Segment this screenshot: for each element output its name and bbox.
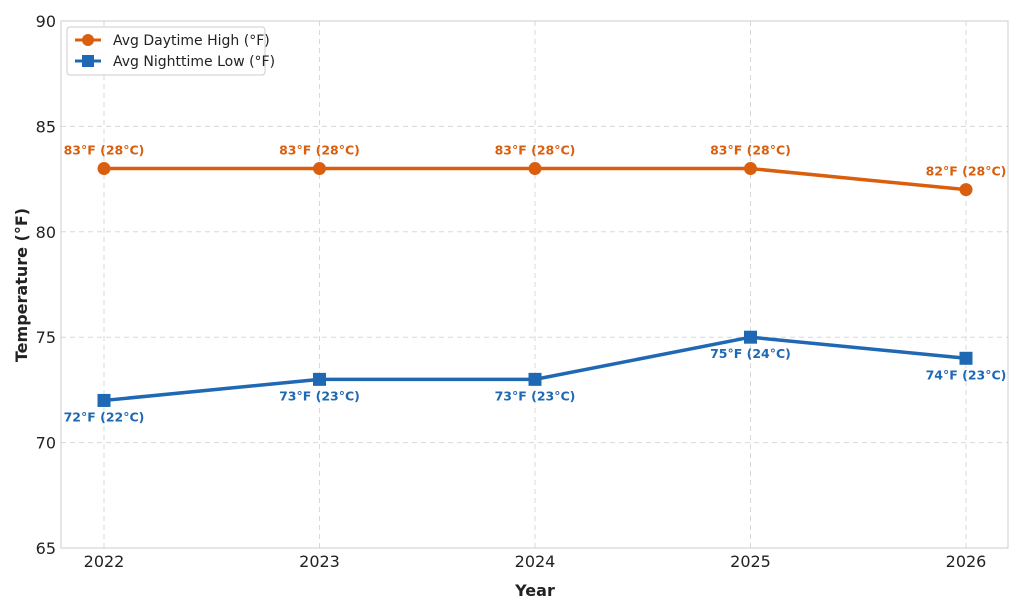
y-tick-label: 85: [36, 117, 56, 136]
data-point-daytime-high: [744, 162, 757, 176]
grid: [61, 21, 1008, 548]
data-labels: 83°F (28°C) 83°F (28°C) 83°F (28°C) 83°F (2…: [64, 143, 1007, 425]
data-label-daytime-high: 83°F (28°C): [279, 143, 360, 158]
data-point-nighttime-low: [744, 330, 757, 344]
data-point-nighttime-low: [97, 393, 111, 407]
data-label-daytime-high: 83°F (28°C): [710, 143, 791, 158]
legend-marker-daytime-high: [82, 34, 94, 46]
data-point-daytime-high: [313, 162, 326, 176]
data-point-nighttime-low: [528, 372, 542, 386]
x-tick-label: 2024: [515, 552, 556, 571]
x-axis-title: Year: [514, 581, 555, 600]
y-tick-label: 90: [36, 12, 56, 31]
legend: Avg Daytime High (°F) Avg Nighttime Low …: [66, 26, 275, 76]
y-axis-ticks: 65 70 75 80 85 90: [36, 12, 56, 558]
data-point-nighttime-low: [959, 351, 973, 365]
x-axis-ticks: 2022 2023 2024 2025 2026: [84, 552, 987, 571]
legend-box: [66, 26, 266, 76]
x-tick-label: 2026: [946, 552, 987, 571]
x-tick-label: 2022: [84, 552, 125, 571]
y-tick-label: 65: [36, 539, 56, 558]
y-tick-label: 80: [36, 223, 56, 242]
data-point-daytime-high: [528, 162, 542, 176]
data-point-daytime-high: [97, 162, 111, 176]
legend-label-nighttime-low: Avg Nighttime Low (°F): [113, 54, 275, 70]
legend-label-daytime-high: Avg Daytime High (°F): [113, 33, 270, 49]
data-label-nighttime-low: 72°F (22°C): [64, 409, 145, 424]
data-point-daytime-high: [959, 183, 973, 197]
data-label-nighttime-low: 73°F (23°C): [279, 388, 360, 403]
y-tick-label: 70: [36, 434, 56, 453]
data-label-daytime-high: 83°F (28°C): [495, 143, 576, 158]
legend-marker-nighttime-low: [82, 55, 94, 67]
series-layer: [97, 162, 973, 407]
y-axis-title: Temperature (°F): [12, 208, 31, 362]
data-label-daytime-high: 83°F (28°C): [64, 143, 145, 158]
data-label-nighttime-low: 75°F (24°C): [710, 346, 791, 361]
x-tick-label: 2023: [299, 552, 340, 571]
y-tick-label: 75: [36, 328, 56, 347]
data-point-nighttime-low: [313, 372, 326, 386]
data-label-nighttime-low: 73°F (23°C): [495, 388, 576, 403]
x-tick-label: 2025: [730, 552, 771, 571]
data-label-nighttime-low: 74°F (23°C): [926, 367, 1007, 382]
data-label-daytime-high: 82°F (28°C): [926, 164, 1007, 179]
plot-area: [60, 20, 1009, 549]
